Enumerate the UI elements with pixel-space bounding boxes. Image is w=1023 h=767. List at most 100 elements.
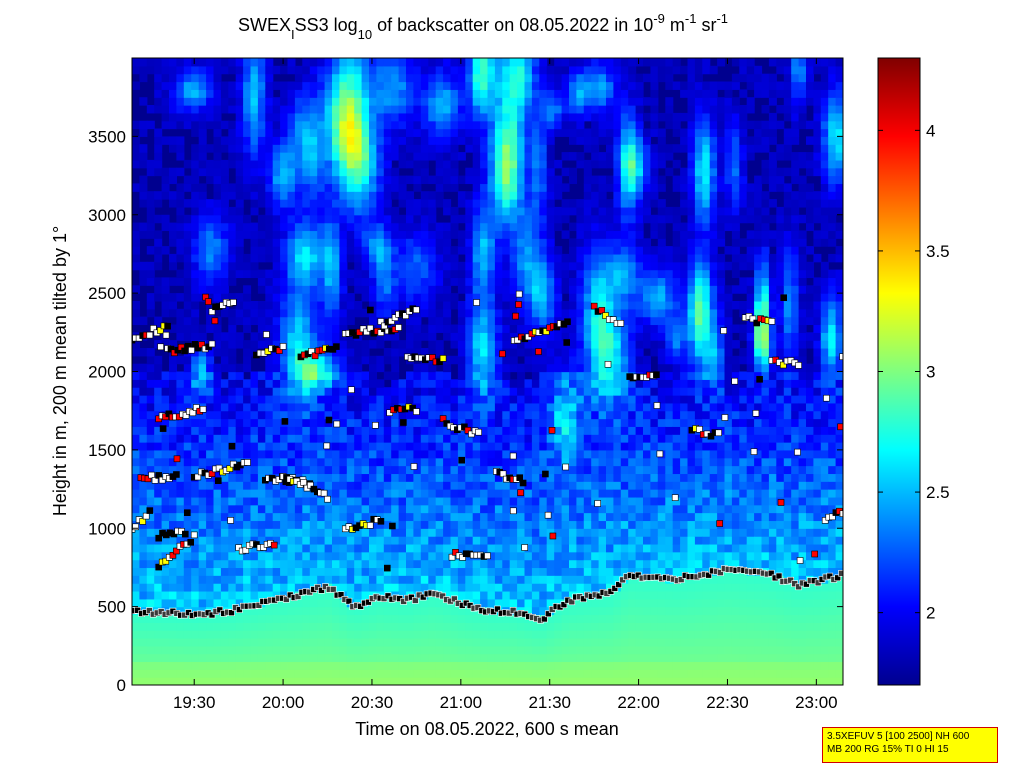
heatmap-cell: [191, 661, 200, 670]
heatmap-cell: [354, 191, 363, 200]
heatmap-cell: [346, 559, 355, 569]
heatmap-cell: [354, 449, 363, 459]
heatmap-cell: [494, 645, 503, 655]
heatmap-cell: [598, 363, 607, 373]
heatmap-cell: [169, 261, 178, 271]
heatmap-cell: [132, 645, 141, 655]
heatmap-cell: [228, 638, 237, 647]
heatmap-cell: [480, 567, 489, 576]
heatmap-cell: [413, 363, 422, 373]
heatmap-cell: [569, 653, 578, 663]
heatmap-cell: [287, 402, 296, 412]
heatmap-cell: [257, 152, 266, 161]
heatmap-cell: [554, 97, 563, 106]
heatmap-cell: [302, 238, 311, 247]
heatmap-cell: [154, 630, 163, 639]
heatmap-cell: [413, 638, 422, 647]
heatmap-cell: [591, 598, 600, 608]
heatmap-cell: [272, 512, 281, 522]
heatmap-cell: [406, 73, 415, 83]
heatmap-cell: [576, 481, 585, 490]
heatmap-cell: [280, 238, 289, 247]
heatmap-cell: [361, 465, 370, 475]
heatmap-cell: [509, 622, 518, 631]
heatmap-cell: [257, 645, 266, 655]
heatmap-cell: [583, 489, 592, 498]
heatmap-cell: [235, 536, 244, 545]
heatmap-cell: [465, 175, 474, 185]
heatmap-cell: [613, 191, 622, 200]
heatmap-cell: [576, 316, 585, 326]
heatmap-cell: [576, 65, 585, 75]
heatmap-cell: [346, 418, 355, 427]
heatmap-cell: [176, 606, 185, 616]
heatmap-cell: [213, 269, 222, 279]
heatmap-cell: [272, 293, 281, 302]
heatmap-cell: [613, 653, 622, 663]
heatmap-cell: [309, 442, 318, 451]
heatmap-cell: [391, 536, 400, 545]
heatmap-cell: [494, 58, 503, 67]
heatmap-cell: [428, 261, 437, 271]
heatmap-cell: [354, 89, 363, 98]
heatmap-cell: [406, 630, 415, 639]
heatmap-cell: [494, 473, 503, 482]
heatmap-cell: [332, 355, 341, 365]
heatmap-cell: [494, 661, 503, 670]
heatmap-cell: [502, 598, 511, 608]
heatmap-cell: [465, 308, 474, 318]
heatmap-cell: [346, 512, 355, 522]
heatmap-cell: [606, 661, 615, 670]
heatmap-cell: [398, 387, 407, 396]
heatmap-cell: [472, 669, 481, 678]
heatmap-cell: [487, 308, 496, 318]
heatmap-cell: [569, 316, 578, 326]
heatmap-cell: [450, 269, 459, 279]
heatmap-cell: [413, 567, 422, 576]
heatmap-cell: [169, 489, 178, 498]
heatmap-cell: [139, 442, 148, 451]
heatmap-cell: [383, 301, 392, 310]
heatmap-cell: [413, 504, 422, 514]
heatmap-cell: [257, 402, 266, 412]
heatmap-cell: [606, 559, 615, 569]
heatmap-cell: [494, 387, 503, 396]
heatmap-cell: [146, 567, 155, 576]
heatmap-cell: [435, 622, 444, 631]
heatmap-cell: [354, 677, 363, 685]
heatmap-cell: [494, 332, 503, 341]
heatmap-cell: [354, 301, 363, 310]
heatmap-cell: [598, 97, 607, 106]
heatmap-cell: [294, 528, 303, 537]
heatmap-cell: [606, 504, 615, 514]
heatmap-cell: [546, 340, 555, 349]
heatmap-cell: [457, 261, 466, 271]
heatmap-cell: [531, 316, 540, 326]
heatmap-cell: [569, 58, 578, 67]
heatmap-cell: [213, 512, 222, 522]
heatmap-cell: [598, 630, 607, 639]
heatmap-cell: [280, 379, 289, 388]
heatmap-cell: [531, 645, 540, 655]
heatmap-cell: [546, 418, 555, 427]
heatmap-cell: [302, 473, 311, 482]
heatmap-cell: [569, 536, 578, 545]
heatmap-cell: [524, 238, 533, 247]
heatmap-cell: [294, 363, 303, 373]
heatmap-cell: [546, 222, 555, 232]
heatmap-cell: [546, 434, 555, 443]
heatmap-cell: [472, 324, 481, 333]
heatmap-cell: [369, 105, 378, 114]
heatmap-cell: [228, 551, 237, 561]
heatmap-cell: [591, 661, 600, 670]
heatmap-cell: [302, 457, 311, 467]
heatmap-cell: [569, 308, 578, 318]
heatmap-cell: [309, 387, 318, 396]
heatmap-cell: [443, 269, 452, 279]
heatmap-cell: [524, 301, 533, 310]
heatmap-cell: [220, 58, 229, 67]
heatmap-cell: [183, 489, 192, 498]
heatmap-cell: [280, 426, 289, 435]
heatmap-cell: [487, 332, 496, 341]
heatmap-cell: [287, 426, 296, 435]
